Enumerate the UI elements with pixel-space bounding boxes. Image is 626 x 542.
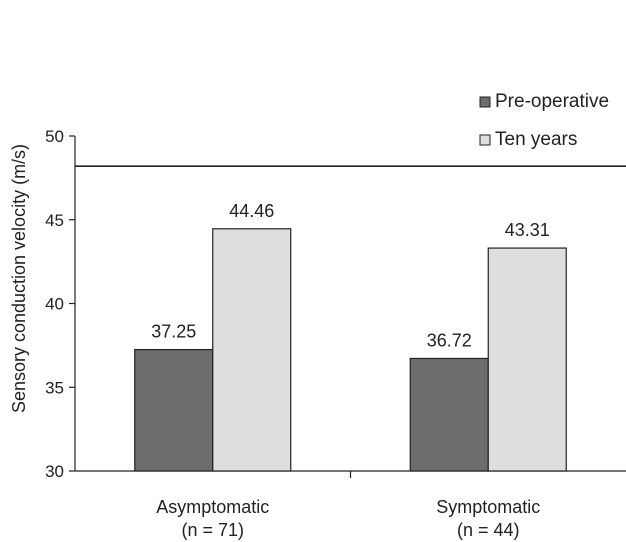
bar-pre-operative — [409, 357, 489, 472]
bar-ten-years — [212, 228, 292, 472]
legend-swatch — [479, 96, 491, 108]
legend-swatch — [479, 134, 491, 146]
x-category-sublabel: (n = 71) — [181, 520, 244, 540]
data-label: 36.72 — [427, 330, 472, 350]
y-tick-label: 35 — [45, 378, 64, 397]
bar-pre-operative — [134, 348, 214, 472]
x-axis-categories: Asymptomatic (n = 71) Symptomatic (n = 44) — [156, 497, 540, 540]
legend-label: Pre-operative — [495, 91, 609, 112]
bar-ten-years — [487, 247, 567, 472]
y-tick-label: 40 — [45, 295, 64, 314]
bars — [134, 228, 567, 472]
y-axis-title: Sensory conduction velocity (m/s) — [9, 144, 29, 413]
data-label: 44.46 — [229, 201, 274, 221]
data-label: 43.31 — [505, 220, 550, 240]
y-tick-label: 30 — [45, 462, 64, 481]
data-labels: 37.25 44.46 36.72 43.31 — [151, 201, 550, 351]
y-tick-label: 45 — [45, 211, 64, 230]
x-category-sublabel: (n = 44) — [457, 520, 520, 540]
data-label: 37.25 — [151, 322, 196, 342]
legend-label: Ten years — [495, 129, 577, 150]
x-category-label: Symptomatic — [436, 497, 540, 517]
y-tick-label: 50 — [45, 127, 64, 146]
legend: Pre-operative Ten years — [479, 91, 609, 150]
x-category-label: Asymptomatic — [156, 497, 269, 517]
